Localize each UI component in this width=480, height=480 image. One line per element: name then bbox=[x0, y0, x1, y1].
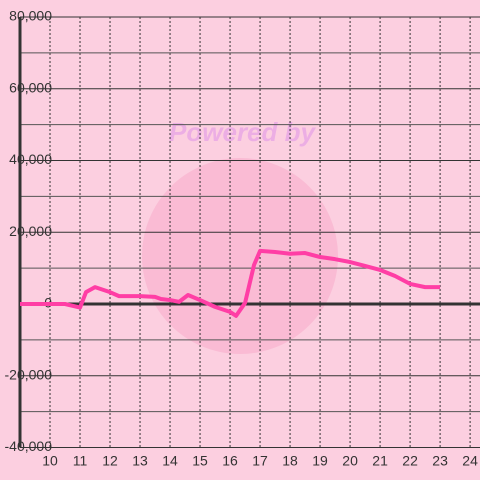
y-tick-label: 60,000 bbox=[9, 79, 52, 95]
x-tick-label: 23 bbox=[432, 453, 448, 469]
x-tick-label: 24 bbox=[462, 453, 478, 469]
data-line bbox=[20, 248, 441, 318]
x-tick-label: 21 bbox=[372, 453, 388, 469]
x-tick-label: 17 bbox=[252, 453, 268, 469]
x-tick-label: 10 bbox=[42, 453, 58, 469]
x-tick-label: 12 bbox=[102, 453, 118, 469]
x-tick-label: 15 bbox=[192, 453, 208, 469]
y-tick-label: 80,000 bbox=[9, 8, 52, 24]
x-tick-label: 20 bbox=[342, 453, 358, 469]
x-tick-label: 18 bbox=[282, 453, 298, 469]
x-tick-label: 13 bbox=[132, 453, 148, 469]
y-tick-label: 40,000 bbox=[9, 151, 52, 167]
y-tick-label: -20,000 bbox=[5, 366, 53, 382]
x-tick-label: 22 bbox=[402, 453, 418, 469]
x-tick-label: 11 bbox=[73, 453, 88, 469]
x-tick-label: 16 bbox=[222, 453, 238, 469]
y-tick-label: 20,000 bbox=[9, 223, 52, 239]
x-tick-label: 19 bbox=[312, 453, 328, 469]
y-tick-label: -40,000 bbox=[5, 438, 53, 454]
x-tick-label: 14 bbox=[162, 453, 178, 469]
watermark: Powered by bbox=[169, 117, 316, 147]
